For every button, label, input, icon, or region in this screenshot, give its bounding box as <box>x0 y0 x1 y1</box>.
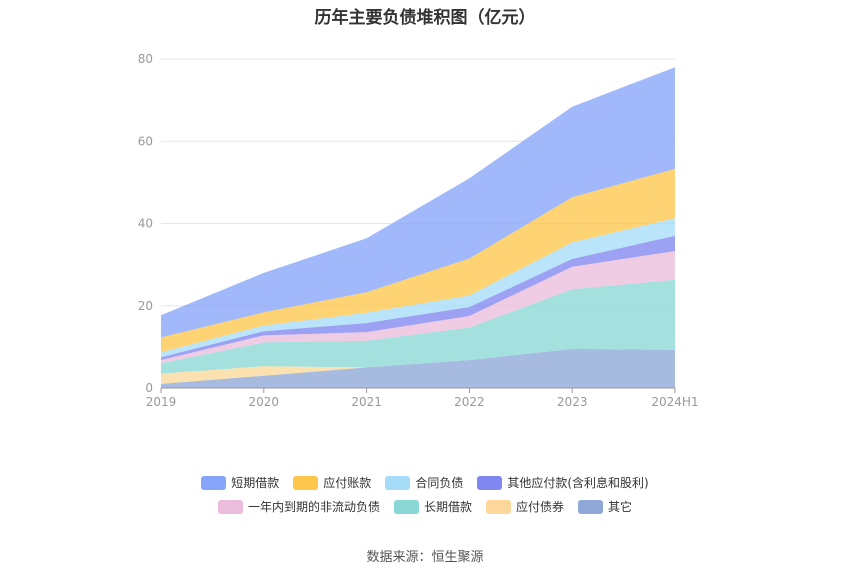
area-长期借款 <box>161 279 675 374</box>
legend-swatch <box>477 475 503 490</box>
area-应付债券 <box>161 348 675 384</box>
data-source: 数据来源：恒生聚源 <box>366 550 484 565</box>
area-应付账款 <box>161 168 675 353</box>
y-tick-label: 40 <box>138 217 153 231</box>
legend-swatch <box>486 499 511 514</box>
area-其他应付款(含利息和股利) <box>161 235 675 360</box>
legend-label: 其他应付款(含利息和股利) <box>507 476 649 490</box>
legend-swatch <box>201 475 227 490</box>
legend-label: 应付债券 <box>516 500 565 514</box>
legend-label: 合同负债 <box>415 476 464 490</box>
legend-item-other[interactable]: 其它 <box>578 498 632 515</box>
legend-item-bonds-payable[interactable]: 应付债券 <box>486 498 564 515</box>
legend-swatch <box>578 499 604 514</box>
legend-item-contract-liabilities[interactable]: 合同负债 <box>385 474 463 491</box>
legend-label: 长期借款 <box>423 500 472 514</box>
legend-swatch <box>217 499 243 514</box>
area-一年内到期的非流动负债 <box>161 251 675 364</box>
x-tick-label: 2019 <box>146 395 177 409</box>
legend-label: 一年内到期的非流动负债 <box>247 500 380 514</box>
legend-item-short-term-loans[interactable]: 短期借款 <box>201 474 279 491</box>
chart-title: 历年主要负债堆积图（亿元） <box>314 8 536 28</box>
legend-item-long-term-loans[interactable]: 长期借款 <box>393 498 472 515</box>
area-其它 <box>161 348 675 388</box>
x-tick-label: 2021 <box>351 395 382 409</box>
y-tick-label: 20 <box>138 299 153 313</box>
area-短期借款 <box>161 67 675 338</box>
legend-item-current-noncurrent-liabilities[interactable]: 一年内到期的非流动负债 <box>217 498 380 515</box>
x-tick-label: 2020 <box>249 395 280 409</box>
legend-item-other-payables[interactable]: 其他应付款(含利息和股利) <box>477 474 649 491</box>
area-series <box>161 67 675 388</box>
y-tick-label: 80 <box>138 52 153 66</box>
legend-label: 应付账款 <box>323 476 372 490</box>
area-合同负债 <box>161 218 675 358</box>
y-tick-label: 0 <box>145 381 153 395</box>
x-tick-label: 2023 <box>557 395 588 409</box>
legend-swatch <box>385 475 411 490</box>
axes: 0 20 40 60 80 2019 2020 2021 2022 2023 2024H1 <box>138 52 699 409</box>
legend-row-2: 一年内到期的非流动负债 长期借款 应付债券 其它 <box>0 498 850 515</box>
x-tick-label: 2024H1 <box>651 395 698 409</box>
legend-item-accounts-payable[interactable]: 应付账款 <box>293 474 371 491</box>
legend-swatch <box>293 475 319 490</box>
x-tick-label: 2022 <box>454 395 485 409</box>
legend-row-1: 短期借款 应付账款 合同负债 其他应付款(含利息和股利) <box>0 474 850 491</box>
legend-label: 短期借款 <box>231 476 280 490</box>
legend-swatch <box>393 499 419 514</box>
y-tick-label: 60 <box>138 134 153 148</box>
legend-label: 其它 <box>608 500 633 514</box>
